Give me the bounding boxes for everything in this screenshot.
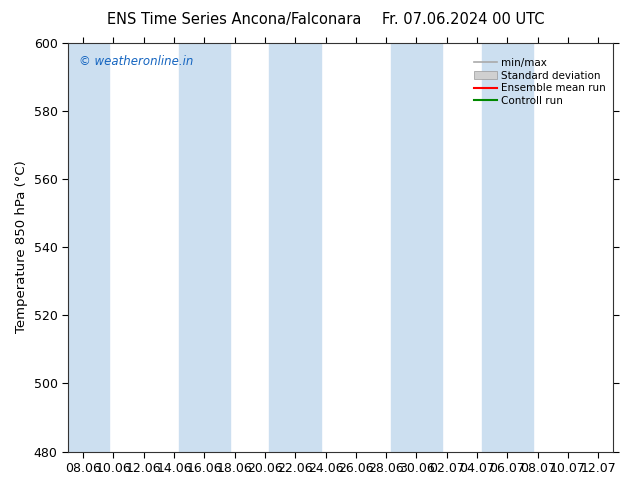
Legend: min/max, Standard deviation, Ensemble mean run, Controll run: min/max, Standard deviation, Ensemble me… [472,56,608,108]
Text: Fr. 07.06.2024 00 UTC: Fr. 07.06.2024 00 UTC [382,12,544,27]
Bar [57,43,109,452]
Y-axis label: Temperature 850 hPa (°C): Temperature 850 hPa (°C) [15,161,28,334]
Bar [482,43,533,452]
Bar [269,43,321,452]
Text: © weatheronline.in: © weatheronline.in [79,55,193,68]
Text: ENS Time Series Ancona/Falconara: ENS Time Series Ancona/Falconara [107,12,362,27]
Bar [179,43,230,452]
Bar [391,43,443,452]
